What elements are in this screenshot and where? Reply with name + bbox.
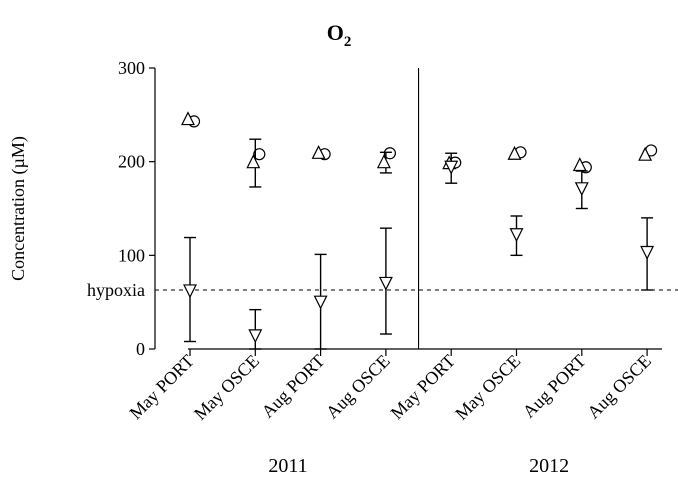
x-tick-label-6: Aug PORT — [519, 351, 590, 422]
y-axis-label: Concentration (µM) — [8, 136, 29, 281]
y-tick-label-2: 200 — [118, 152, 145, 172]
point-triangle-down-3 — [378, 276, 393, 291]
point-triangle-down-1 — [248, 329, 263, 344]
x-tick-label-0: May PORT — [125, 351, 197, 423]
point-triangle-down-2 — [313, 295, 328, 310]
x-tick-label-1: May OSCE — [190, 351, 263, 424]
point-triangle-up-7 — [638, 146, 653, 161]
y-tick-label-0: 0 — [136, 339, 145, 359]
x-tick-label-2: Aug PORT — [257, 351, 328, 422]
point-triangle-up-5 — [507, 145, 522, 160]
x-tick-label-5: May OSCE — [451, 351, 524, 424]
point-triangle-down-7 — [640, 245, 655, 260]
y-tick-label-3: 300 — [118, 58, 145, 78]
point-triangle-up-0 — [181, 111, 195, 126]
point-triangle-down-4 — [444, 160, 459, 175]
point-triangle-down-0 — [183, 284, 197, 299]
point-triangle-up-3 — [376, 154, 391, 169]
point-circle-1 — [253, 148, 266, 161]
x-tick-label-3: Aug OSCE — [322, 351, 394, 423]
point-triangle-down-6 — [574, 182, 589, 197]
point-circle-3 — [383, 147, 396, 160]
point-triangle-up-1 — [246, 154, 261, 169]
chart-title-subscript: 2 — [344, 34, 352, 50]
chart-title-main: O — [327, 20, 344, 45]
y-tick-label-1: 100 — [118, 245, 145, 265]
point-triangle-down-5 — [509, 228, 524, 243]
hypoxia-label: hypoxia — [87, 280, 145, 300]
x-tick-label-7: Aug OSCE — [583, 351, 655, 423]
group-label-0: 2011 — [268, 455, 307, 477]
point-triangle-up-2 — [311, 144, 326, 159]
group-label-1: 2012 — [529, 455, 569, 477]
chart-title: O2 — [327, 20, 352, 50]
x-tick-label-4: May PORT — [387, 351, 459, 423]
